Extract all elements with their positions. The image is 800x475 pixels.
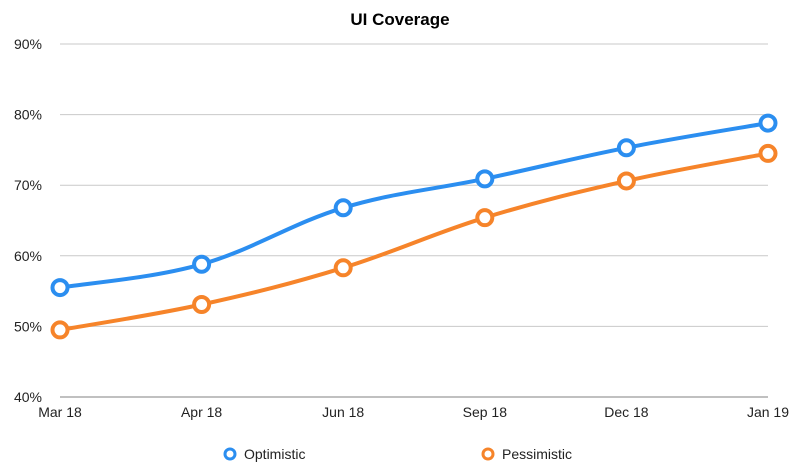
data-point-pessimistic <box>475 208 495 228</box>
data-point-pessimistic <box>758 143 778 163</box>
data-point-optimistic <box>50 278 70 298</box>
data-point-optimistic <box>333 198 353 218</box>
legend-marker <box>223 447 237 461</box>
x-tick-label: Jun 18 <box>322 404 364 420</box>
series-line-optimistic <box>58 121 770 290</box>
y-tick-label: 70% <box>14 177 42 193</box>
legend-label: Optimistic <box>244 446 305 462</box>
x-tick-label: Dec 18 <box>604 404 649 420</box>
data-point-optimistic <box>616 138 636 158</box>
data-point-pessimistic <box>333 258 353 278</box>
grid-lines <box>60 43 768 398</box>
x-tick-label: Jan 19 <box>747 404 789 420</box>
y-tick-label: 80% <box>14 107 42 123</box>
x-tick-label: Sep 18 <box>463 404 508 420</box>
series-line-pessimistic <box>58 151 770 332</box>
chart-title: UI Coverage <box>350 10 449 29</box>
data-point-optimistic <box>192 254 212 274</box>
legend-marker <box>481 447 495 461</box>
y-axis-ticks: 40% 50% 60% 70% 80% 90% <box>14 36 42 405</box>
y-tick-label: 40% <box>14 389 42 405</box>
legend: Optimistic Pessimistic <box>223 446 572 462</box>
y-tick-label: 50% <box>14 318 42 334</box>
data-point-optimistic <box>758 113 778 133</box>
data-point-optimistic <box>475 169 495 189</box>
data-point-pessimistic <box>192 295 212 315</box>
data-point-pessimistic <box>616 171 636 191</box>
series-lines <box>50 113 778 340</box>
y-tick-label: 60% <box>14 248 42 264</box>
x-axis-ticks: Mar 18 Apr 18 Jun 18 Sep 18 Dec 18 Jan 19 <box>38 404 789 420</box>
y-tick-label: 90% <box>14 36 42 52</box>
x-tick-label: Mar 18 <box>38 404 82 420</box>
legend-label: Pessimistic <box>502 446 572 462</box>
x-tick-label: Apr 18 <box>181 404 222 420</box>
data-point-pessimistic <box>50 320 70 340</box>
